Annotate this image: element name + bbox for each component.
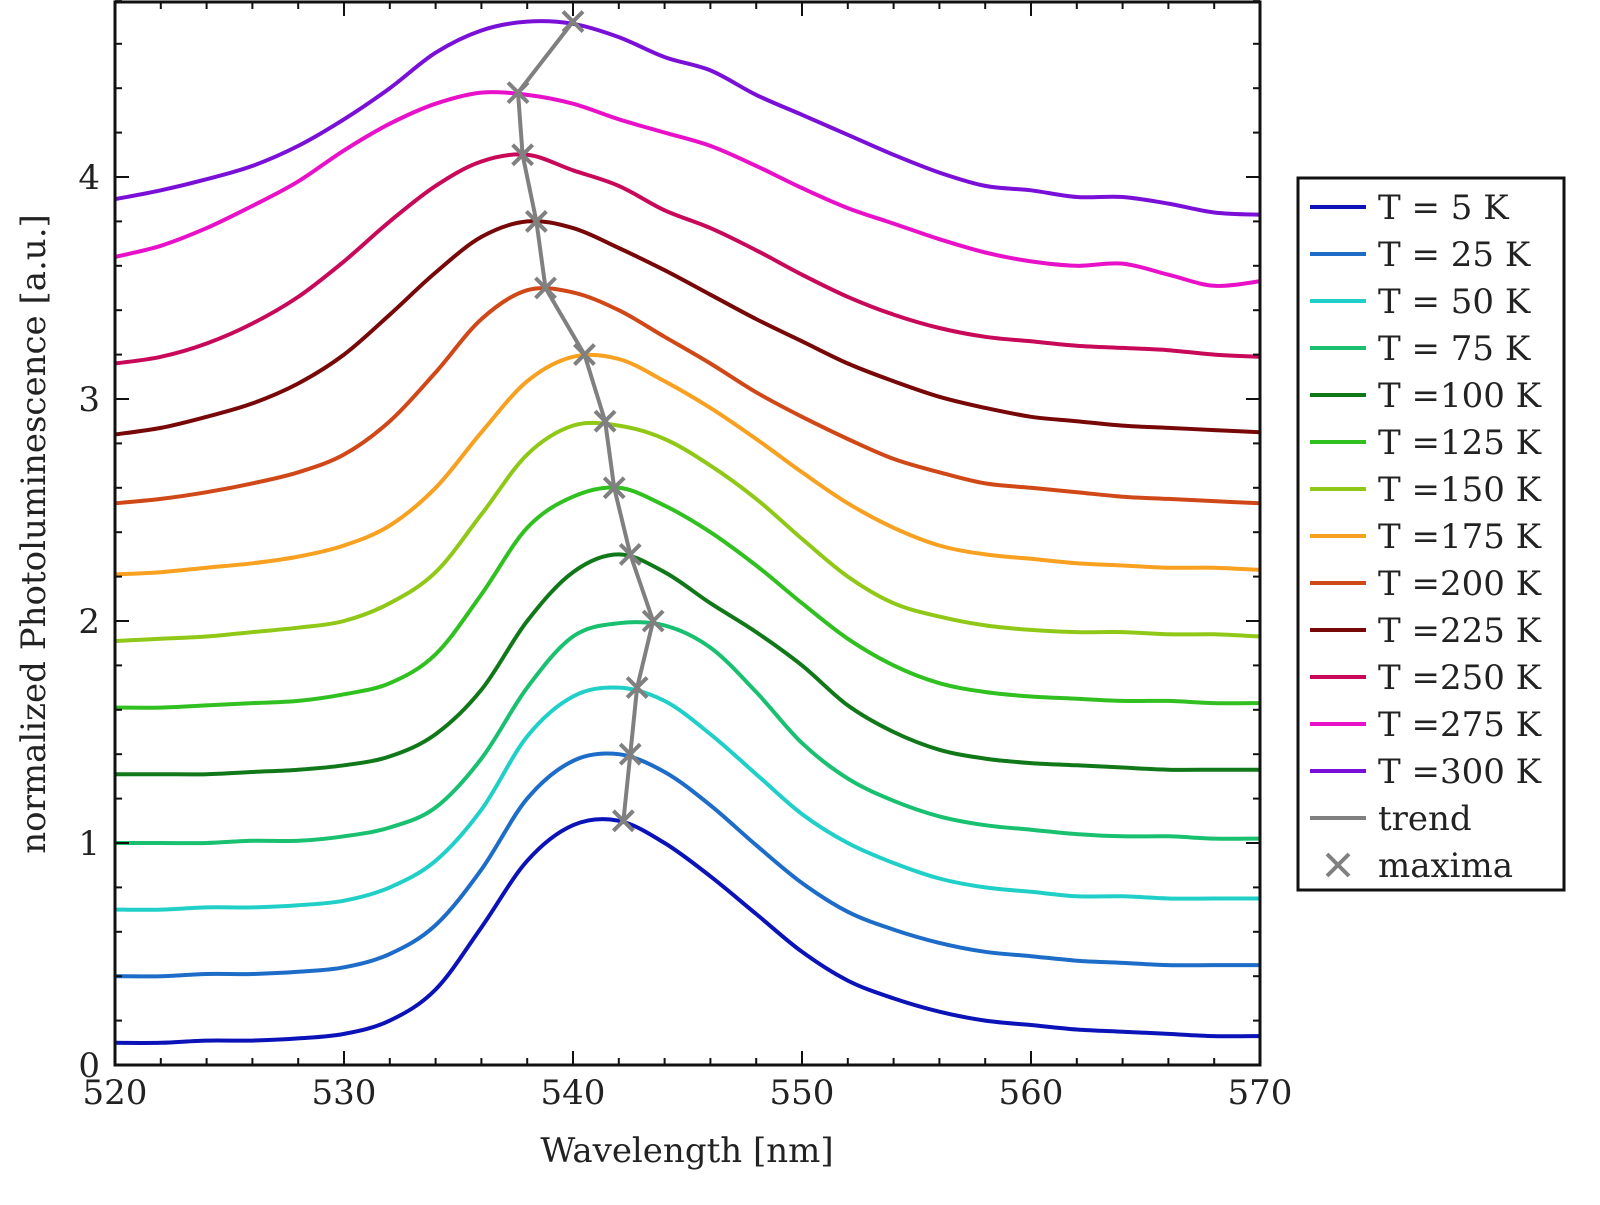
maxima-marker-6: [593, 409, 617, 433]
y-tick-label: 2: [78, 602, 100, 642]
legend-entry-3: T = 75 K: [1310, 329, 1531, 369]
series-line-6: [114, 420, 1261, 643]
y-tick-label: 3: [78, 380, 100, 420]
legend-entry-2: T = 50 K: [1310, 282, 1531, 322]
legend-entry-10: T =250 K: [1310, 658, 1542, 698]
legend-label: T =275 K: [1378, 705, 1542, 745]
series-line-7: [114, 352, 1261, 577]
maxima-marker-7: [573, 343, 596, 367]
legend-label: T = 75 K: [1378, 329, 1531, 369]
legend-label: T =125 K: [1378, 423, 1542, 463]
series-line-10: [114, 152, 1261, 366]
y-tick-label: 4: [78, 158, 100, 198]
legend-label: T =175 K: [1378, 517, 1542, 557]
legend-label: T =225 K: [1378, 611, 1542, 651]
series-layer: [114, 19, 1261, 1045]
legend-entry-9: T =225 K: [1310, 611, 1542, 651]
maxima-marker-9: [524, 209, 548, 233]
plot-frame: [113, 0, 1262, 1067]
maxima-marker-4: [618, 542, 642, 566]
y-tick-label: 0: [78, 1046, 100, 1086]
legend-entry-8: T =200 K: [1310, 564, 1542, 604]
series-line-8: [114, 286, 1261, 506]
series-line-12: [114, 19, 1261, 217]
x-tick-label: 560: [999, 1073, 1064, 1113]
x-tick-label: 520: [83, 1073, 148, 1113]
legend-entry-5: T =125 K: [1310, 423, 1542, 463]
legend-label: maxima: [1378, 846, 1513, 886]
x-tick-label: 530: [312, 1073, 377, 1113]
legend-label: T = 5 K: [1378, 188, 1509, 228]
legend-entry-13: trend: [1310, 799, 1472, 839]
trend-layer: [506, 10, 665, 833]
legend-entry-14: maxima: [1325, 846, 1513, 886]
series-line-9: [114, 219, 1261, 437]
maxima-marker-0: [611, 809, 635, 833]
series-line-1: [114, 751, 1260, 979]
maxima-marker-1: [618, 742, 642, 766]
series-line-11: [114, 90, 1261, 288]
series-line-0: [114, 817, 1261, 1045]
legend-entry-12: T =300 K: [1310, 752, 1542, 792]
legend-entry-1: T = 25 K: [1310, 235, 1531, 275]
maxima-marker-12: [561, 10, 585, 34]
x-tick-label: 540: [541, 1073, 606, 1113]
x-tick-label: 550: [770, 1073, 835, 1113]
legend-label: T =100 K: [1378, 376, 1542, 416]
legend-label: T = 50 K: [1378, 282, 1531, 322]
maxima-marker-11: [506, 81, 530, 105]
x-tick-label: 570: [1228, 1073, 1293, 1113]
series-line-5: [114, 485, 1261, 710]
legend-label: T =150 K: [1378, 470, 1542, 510]
y-tick-label: 1: [78, 824, 100, 864]
legend-entry-7: T =175 K: [1310, 517, 1542, 557]
legend-label: T =250 K: [1378, 658, 1542, 698]
ticks-layer: [114, 0, 1261, 1066]
series-line-3: [115, 620, 1261, 846]
legend-label: trend: [1378, 799, 1472, 839]
maxima-marker-8: [534, 276, 557, 300]
legend-entry-4: T =100 K: [1310, 376, 1542, 416]
legend-entry-6: T =150 K: [1310, 470, 1542, 510]
series-line-2: [114, 685, 1260, 912]
legend-label: T =200 K: [1378, 564, 1542, 604]
maxima-marker-5: [602, 476, 626, 500]
y-axis-title: normalized Photoluminescence [a.u.]: [14, 214, 54, 854]
legend-entry-11: T =275 K: [1310, 705, 1542, 745]
series-line-4: [115, 552, 1260, 777]
legend-entry-0: T = 5 K: [1310, 188, 1509, 228]
tick-labels-layer: 520 530 540 550 560 570 0 1 2 3 4: [78, 158, 1292, 1113]
maxima-marker-10: [511, 143, 535, 167]
legend: T = 5 K T = 25 K T = 50 K T = 75 K T =100 K T…: [1296, 176, 1566, 892]
legend-label: T =300 K: [1378, 752, 1542, 792]
legend-label: T = 25 K: [1378, 235, 1531, 275]
x-axis-title: Wavelength [nm]: [540, 1131, 833, 1171]
maxima-marker-3: [641, 609, 665, 633]
legend-x-marker: [1325, 852, 1351, 878]
maxima-marker-2: [625, 676, 649, 700]
